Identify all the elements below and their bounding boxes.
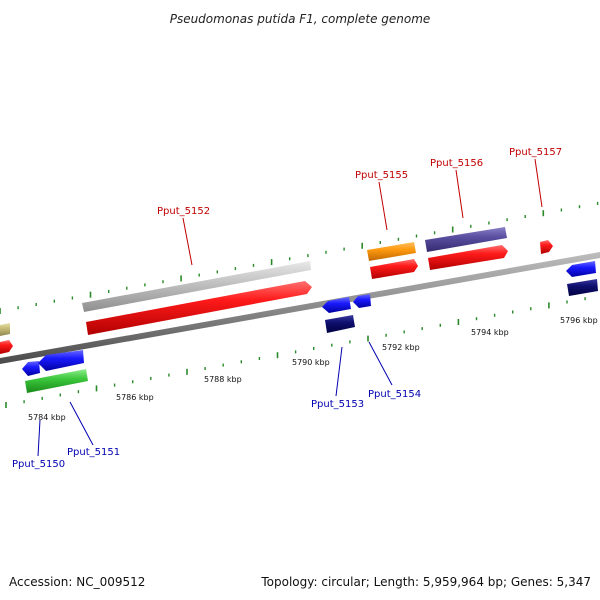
gene-label[interactable]: Pput_5156: [430, 158, 483, 169]
gene-labels-bottom: Pput_5150 Pput_5151 Pput_5153 Pput_5154: [12, 341, 421, 470]
gene-labels-top: Pput_5152 Pput_5155 Pput_5156 Pput_5157: [157, 147, 562, 266]
gene-label[interactable]: Pput_5155: [355, 170, 408, 181]
scale-label: 5784 kbp: [28, 413, 66, 422]
gene-label[interactable]: Pput_5151: [67, 447, 120, 458]
gene-feature[interactable]: [540, 240, 553, 254]
genome-summary-text: Topology: circular; Length: 5,959,964 bp…: [260, 575, 591, 589]
gene-feature[interactable]: [22, 361, 40, 376]
reverse-genes: [0, 261, 598, 393]
gene-label[interactable]: Pput_5157: [509, 147, 562, 158]
gene-feature[interactable]: [325, 315, 355, 333]
scale-line-lower: [5, 297, 586, 408]
map-title: Pseudomonas putida F1, complete genome: [170, 12, 431, 26]
scale-labels: 5784 kbp 5786 kbp 5788 kbp 5790 kbp 5792…: [28, 316, 598, 422]
scale-label: 5786 kbp: [116, 393, 154, 402]
scale-label: 5790 kbp: [292, 358, 330, 367]
gene-label[interactable]: Pput_5153: [311, 399, 364, 410]
gene-feature[interactable]: [428, 245, 508, 270]
gene-feature[interactable]: [566, 261, 596, 277]
gene-feature[interactable]: [567, 279, 598, 296]
gene-label[interactable]: Pput_5150: [12, 459, 65, 470]
scale-label: 5792 kbp: [382, 343, 420, 352]
genome-backbone: [0, 252, 600, 364]
gene-feature[interactable]: [0, 323, 10, 336]
scale-label: 5796 kbp: [560, 316, 598, 325]
forward-genes: [0, 227, 553, 336]
gene-feature[interactable]: [38, 350, 84, 371]
gene-feature[interactable]: [0, 340, 13, 354]
gene-label[interactable]: Pput_5152: [157, 206, 210, 217]
gene-feature[interactable]: [353, 294, 371, 308]
gene-feature[interactable]: [367, 242, 416, 261]
gene-label[interactable]: Pput_5154: [368, 389, 421, 400]
gene-feature[interactable]: [25, 369, 88, 393]
scale-label: 5788 kbp: [204, 375, 242, 384]
accession-text: Accession: NC_009512: [9, 575, 145, 589]
gene-feature[interactable]: [82, 261, 311, 312]
scale-line-upper: [0, 201, 599, 314]
gene-feature[interactable]: [370, 259, 418, 279]
gene-feature[interactable]: [322, 297, 351, 313]
gene-feature[interactable]: [425, 227, 507, 252]
scale-label: 5794 kbp: [471, 328, 509, 337]
gene-feature[interactable]: [86, 281, 312, 335]
